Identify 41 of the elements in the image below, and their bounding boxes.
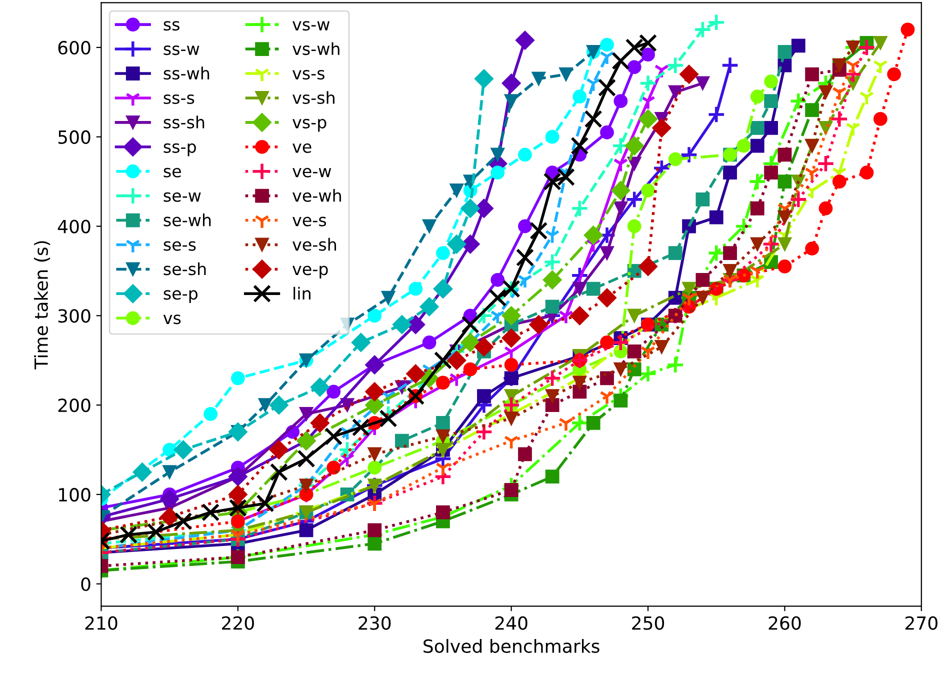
x-tick-label: 250 xyxy=(632,616,664,630)
legend-label: ve-s xyxy=(292,216,326,226)
legend-label: se-s xyxy=(164,241,196,251)
y-tick-label: 100 xyxy=(59,488,90,502)
legend-label: se-wh xyxy=(164,213,211,226)
y-tick-label: 400 xyxy=(58,220,90,234)
legend-label: vs-wh xyxy=(292,42,340,56)
legend-label: ve-sh xyxy=(292,238,336,251)
legend-label: ss-p xyxy=(164,143,196,156)
y-tick-label: 600 xyxy=(58,40,90,55)
legend-label: ve xyxy=(292,143,312,153)
legend-label: ss-wh xyxy=(164,66,210,80)
legend-label: ss-s xyxy=(164,94,194,104)
legend-label: ss xyxy=(164,21,180,31)
x-axis-title: Solved benchmarks xyxy=(424,638,600,653)
x-tick-label: 230 xyxy=(358,616,391,630)
x-tick-label: 220 xyxy=(222,616,254,630)
y-axis-title: Time taken (s) xyxy=(34,241,50,370)
legend-label: vs-p xyxy=(292,118,326,132)
x-tick-label: 260 xyxy=(768,616,801,630)
x-tick-label: 210 xyxy=(85,616,118,630)
y-tick-label: 200 xyxy=(58,398,90,412)
legend-label: ve-w xyxy=(292,168,332,178)
legend-label: ss-sh xyxy=(164,116,204,128)
legend-label: vs xyxy=(163,314,181,324)
legend-label: vs-w xyxy=(292,21,330,31)
x-tick-label: 270 xyxy=(905,616,938,630)
y-tick-label: 0 xyxy=(81,577,90,591)
legend-label: se-sh xyxy=(164,262,206,276)
legend-label: se xyxy=(164,168,181,178)
legend-label: ve-p xyxy=(292,266,328,279)
legend-label: ss-w xyxy=(164,46,200,56)
x-tick-label: 240 xyxy=(495,616,528,630)
legend-label: se-w xyxy=(164,192,201,202)
legend-label: ve-wh xyxy=(292,188,341,202)
legend-label: vs-s xyxy=(292,70,324,80)
legend-label: se-p xyxy=(164,290,198,303)
y-tick-label: 500 xyxy=(58,130,90,144)
legend-label: vs-sh xyxy=(292,91,334,104)
legend-label: lin xyxy=(294,286,310,300)
y-tick-label: 300 xyxy=(58,309,90,323)
